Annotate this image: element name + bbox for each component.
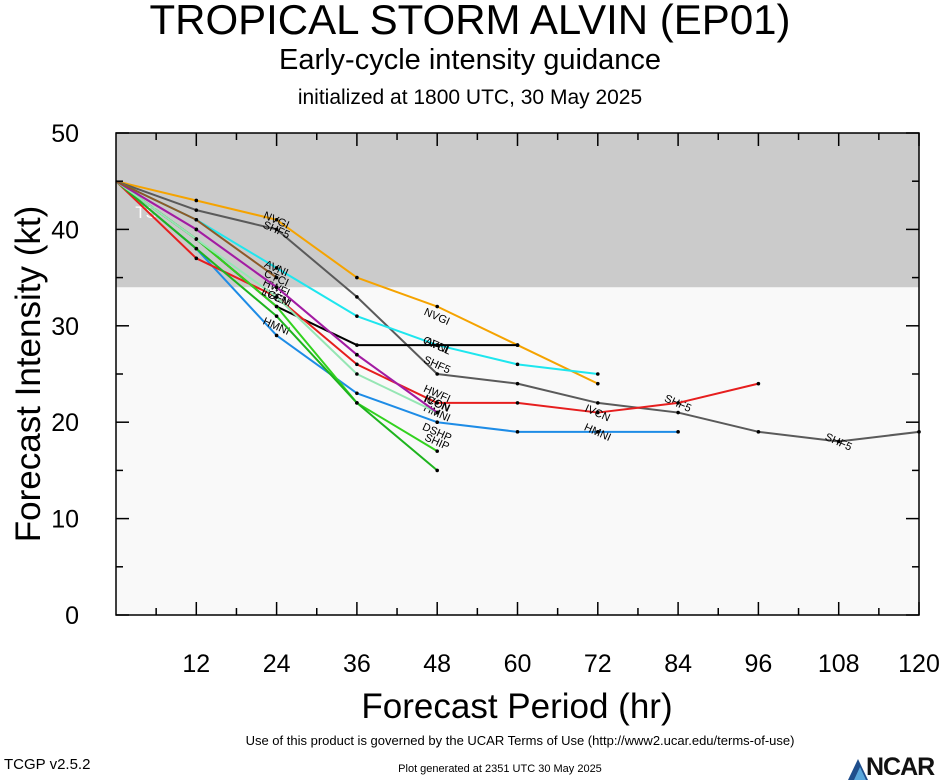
x-tick-label: 24 bbox=[263, 650, 291, 678]
data-point-shf5 bbox=[435, 372, 440, 376]
data-point-shf5 bbox=[355, 295, 359, 299]
data-point-shf5 bbox=[756, 430, 761, 434]
data-point-icon bbox=[194, 227, 199, 232]
y-tick-label: 50 bbox=[51, 120, 79, 148]
data-point-nvgi bbox=[596, 381, 600, 386]
y-tick-label: 0 bbox=[65, 602, 79, 630]
data-point-shf5 bbox=[676, 410, 680, 415]
init-line: initialized at 1800 UTC, 30 May 2025 bbox=[297, 86, 643, 109]
data-point-shf5 bbox=[836, 439, 841, 444]
x-tick-label: 72 bbox=[584, 650, 612, 678]
data-point-hmni bbox=[435, 420, 440, 425]
x-tick-label: 120 bbox=[898, 650, 940, 678]
data-point-ofcl bbox=[435, 343, 440, 347]
data-point-ivcn bbox=[596, 410, 600, 415]
data-point-hmni bbox=[515, 430, 520, 434]
y-tick-label: 30 bbox=[51, 313, 79, 341]
data-point-hmni bbox=[596, 430, 600, 434]
data-point-icon bbox=[435, 410, 440, 415]
ncar-logo-text: NCAR bbox=[866, 753, 935, 781]
data-point-ship bbox=[274, 314, 279, 318]
data-point-shf5 bbox=[194, 208, 199, 212]
data-point-dshp bbox=[435, 449, 440, 453]
y-axis-label: Forecast Intensity (kt) bbox=[9, 206, 48, 542]
plot-background: TS bbox=[116, 133, 919, 615]
data-point-hmni bbox=[274, 333, 279, 338]
data-point-ivcn bbox=[355, 362, 359, 367]
data-point-shf5 bbox=[596, 401, 600, 405]
ncar-logo-icon bbox=[848, 759, 868, 780]
data-point-ship bbox=[435, 468, 440, 473]
data-point-avni bbox=[355, 314, 359, 318]
y-tick-label: 20 bbox=[51, 409, 79, 437]
x-tick-label: 108 bbox=[818, 650, 860, 678]
chart-title: TROPICAL STORM ALVIN (EP01) bbox=[149, 0, 791, 43]
data-point-nvgi bbox=[435, 304, 440, 309]
series-line-hmni bbox=[115, 180, 679, 433]
x-axis-label: Forecast Period (hr) bbox=[361, 687, 672, 726]
y-tick-label: 10 bbox=[51, 506, 79, 534]
data-point-ivcn bbox=[756, 381, 761, 386]
data-point-dshp bbox=[274, 304, 279, 309]
data-point-icon bbox=[274, 285, 279, 290]
data-point-avni bbox=[274, 266, 279, 270]
x-tick-label: 36 bbox=[343, 650, 371, 678]
data-point-ship bbox=[194, 246, 199, 251]
ncar-logo: NCAR bbox=[848, 753, 938, 781]
data-point-shf5 bbox=[515, 381, 520, 386]
data-point-ivcn bbox=[435, 401, 440, 405]
tropical-storm-band bbox=[116, 133, 919, 288]
axes-layer: 12 24 36 48 60 72 84 96 108 120 0 10 20 30 40 50 bbox=[51, 120, 940, 678]
terms-of-use: Use of this product is governed by the U… bbox=[245, 733, 795, 748]
data-point-ofcl bbox=[355, 343, 359, 347]
data-point-ivcn bbox=[515, 401, 520, 405]
version-label: TCGP v2.5.2 bbox=[4, 756, 91, 773]
data-point-nvgi bbox=[274, 217, 279, 222]
data-point-lgem bbox=[274, 295, 279, 299]
chart-subtitle: Early-cycle intensity guidance bbox=[278, 44, 661, 76]
data-point-ofcl bbox=[515, 343, 520, 347]
data-point-ctci bbox=[274, 275, 279, 280]
generated-time: Plot generated at 2351 UTC 30 May 2025 bbox=[398, 763, 602, 775]
data-point-ctci bbox=[194, 217, 199, 222]
x-tick-label: 84 bbox=[664, 650, 692, 678]
data-point-shf5 bbox=[274, 227, 279, 232]
x-tick-label: 12 bbox=[182, 650, 210, 678]
data-point-avni bbox=[596, 372, 600, 376]
data-point-ivcn bbox=[676, 401, 680, 405]
x-tick-label: 60 bbox=[504, 650, 532, 678]
data-point-hmni bbox=[676, 430, 680, 434]
data-point-nvgi bbox=[355, 275, 359, 280]
x-tick-label: 48 bbox=[423, 650, 451, 678]
data-point-ivcn bbox=[194, 256, 199, 261]
data-point-lgem bbox=[355, 372, 359, 376]
data-point-hmni bbox=[355, 391, 359, 396]
x-tick-label: 96 bbox=[744, 650, 772, 678]
y-tick-label: 40 bbox=[51, 216, 79, 244]
data-point-ship bbox=[355, 401, 359, 405]
data-point-icon bbox=[355, 352, 359, 357]
data-point-nvgi bbox=[194, 198, 199, 203]
data-point-avni bbox=[515, 362, 520, 367]
data-point-lgem bbox=[194, 237, 199, 241]
intensity-chart: TS NVGINVGISHF5SHF5SHF5SHF5AVNIAVNIOFCLH… bbox=[9, 120, 940, 726]
